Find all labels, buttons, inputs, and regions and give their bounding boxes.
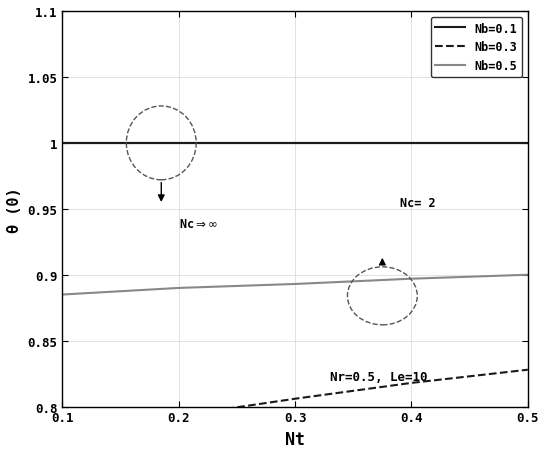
Nb=0.1 [525,420,531,425]
Nb=0.3 [408,380,415,386]
Nb=0.3 [175,413,182,419]
Line: Nb=0.1: Nb=0.1 [62,423,528,455]
Nb=0.1 [408,449,415,454]
Nb=0.5 [408,276,415,282]
Nb=0.5 [525,273,531,278]
Line: Nb=0.3: Nb=0.3 [62,370,528,433]
Y-axis label: θ (0): θ (0) [7,187,22,232]
Text: Nr=0.5, Le=10: Nr=0.5, Le=10 [330,370,428,383]
Nb=0.3 [525,367,531,373]
Text: Nc$\Rightarrow\infty$: Nc$\Rightarrow\infty$ [179,217,218,230]
Line: Nb=0.5: Nb=0.5 [62,275,528,295]
Nb=0.5 [59,292,66,298]
Nb=0.3 [292,396,298,402]
X-axis label: Nt: Nt [285,430,305,448]
Nb=0.3 [59,430,66,436]
Nb=0.5 [175,286,182,291]
Nb=0.5 [292,282,298,287]
Text: Nc= 2: Nc= 2 [400,197,435,209]
Legend: Nb=0.1, Nb=0.3, Nb=0.5: Nb=0.1, Nb=0.3, Nb=0.5 [431,18,522,78]
